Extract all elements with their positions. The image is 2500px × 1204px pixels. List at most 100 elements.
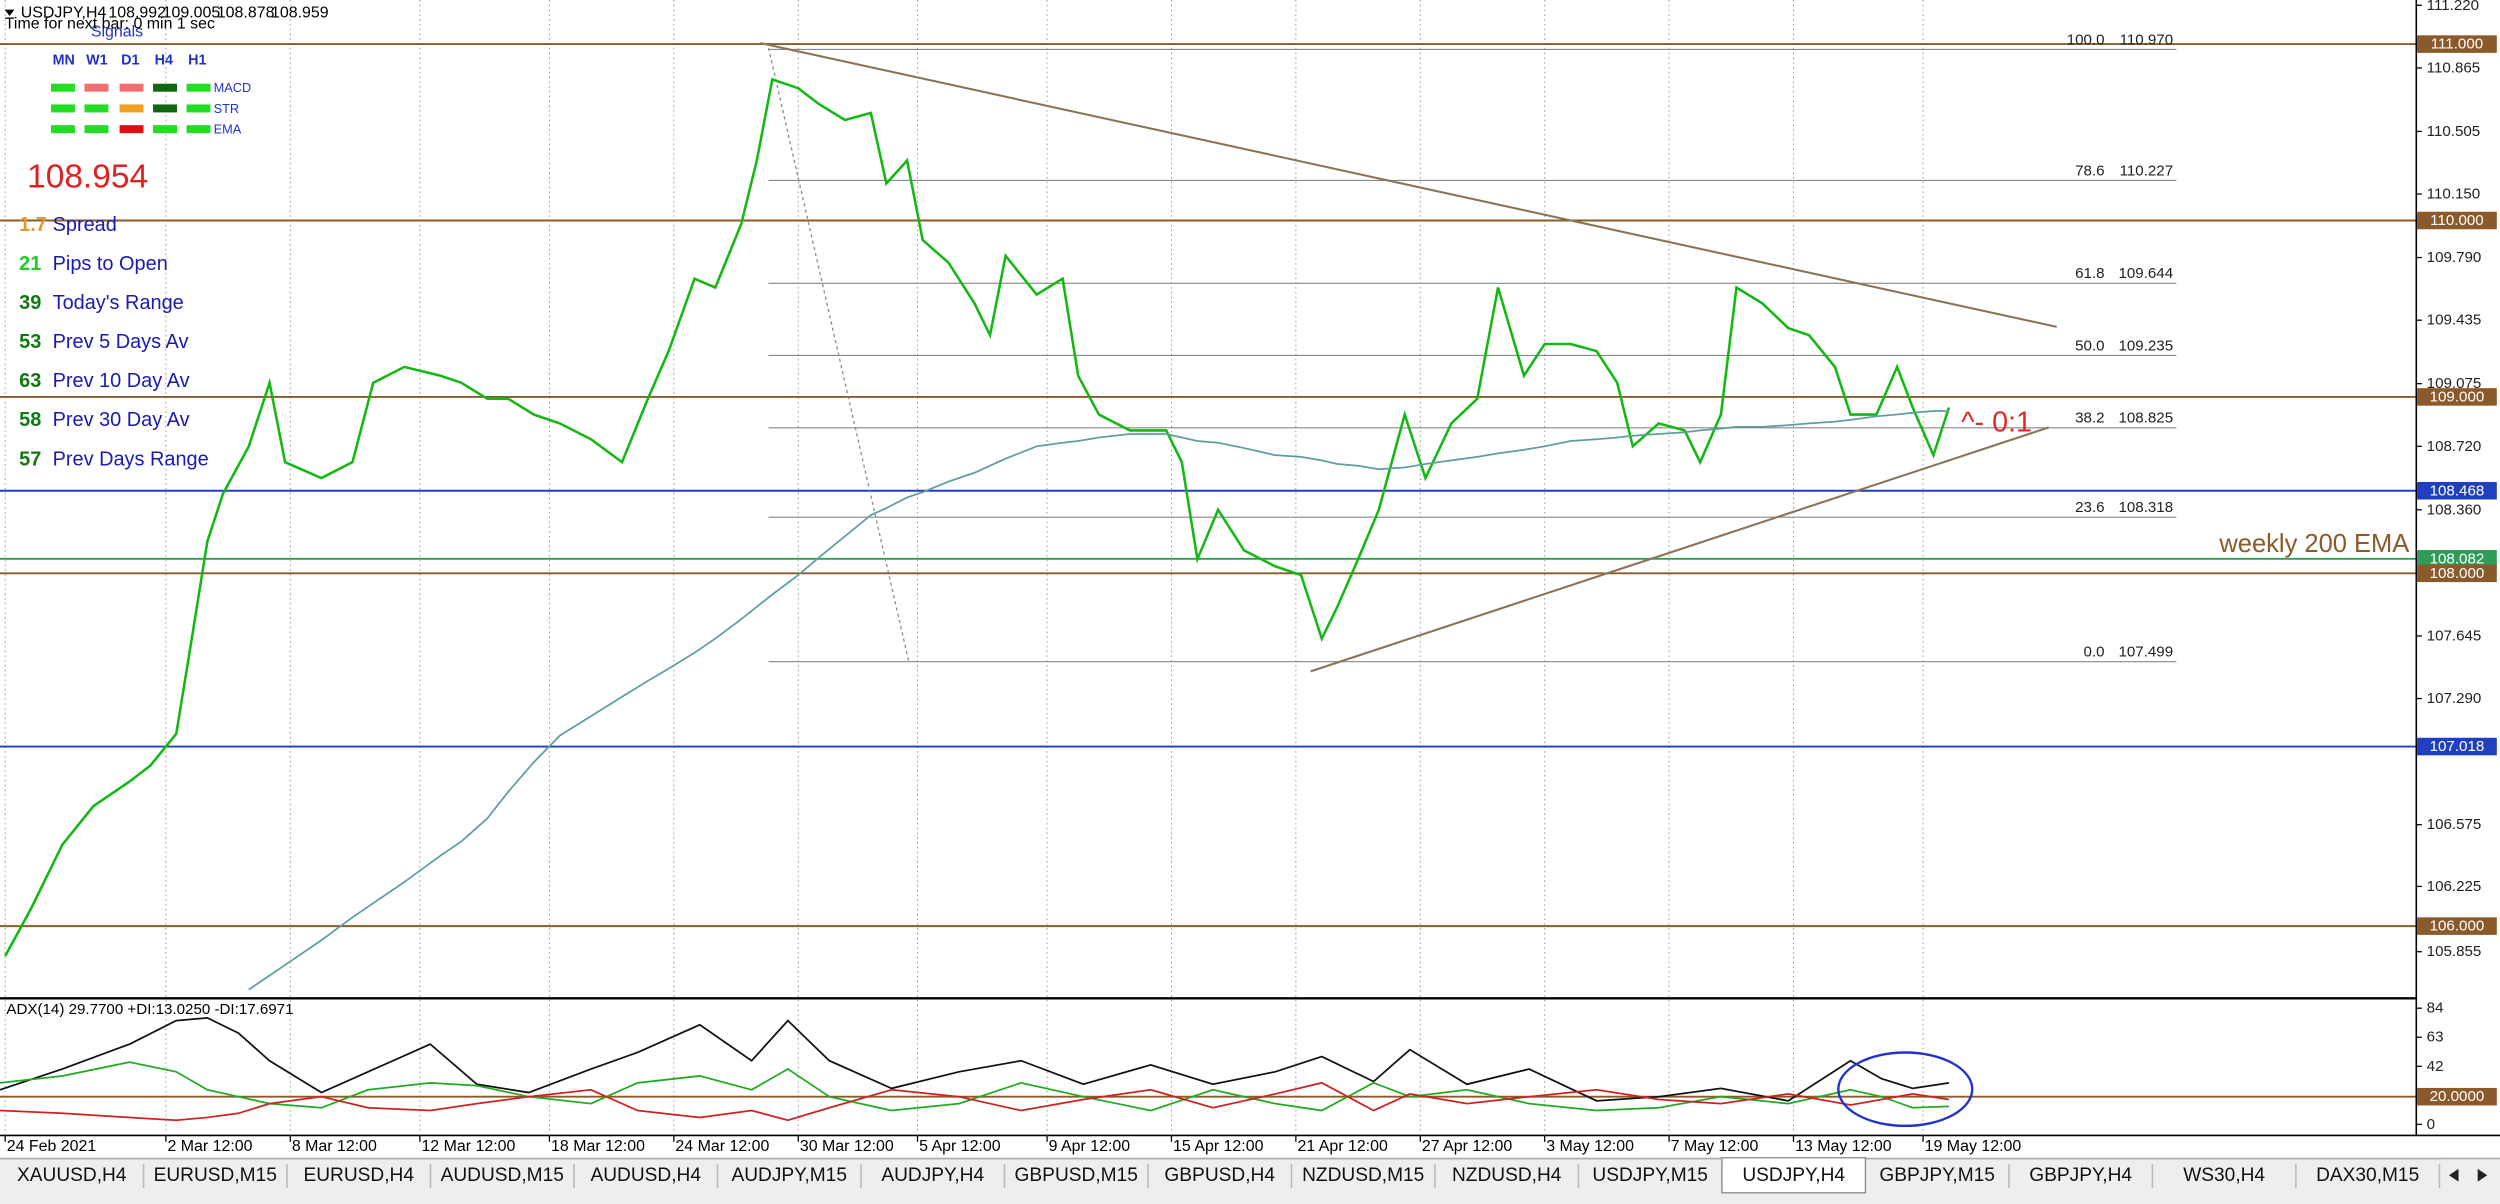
x-tick-label: 24 Feb 2021 [7,1138,97,1155]
tab[interactable]: GBPJPY,M15 [1879,1165,1995,1186]
tab[interactable]: USDJPY,M15 [1592,1165,1708,1186]
annotation: ^- 0:1 [1961,407,2032,439]
stat-label: Prev 5 Days Av [53,331,189,353]
tab[interactable]: WS30,H4 [2183,1165,2265,1186]
tab[interactable]: GBPJPY,H4 [2029,1165,2132,1186]
close: 108.959 [271,4,329,21]
y-tick-label: 63 [2427,1029,2444,1046]
signal-cell [119,125,144,134]
signal-cell [51,125,75,134]
fib-ratio: 0.0 [2084,644,2105,661]
fib-price: 108.825 [2118,410,2173,427]
level-label: 107.018 [2430,738,2485,755]
fib-ratio: 50.0 [2075,337,2104,354]
tab-scroll-right[interactable] [2477,1168,2488,1182]
level-label: 108.000 [2430,565,2485,582]
symbol: USDJPY,H4 [21,4,107,21]
signal-cell [51,83,75,92]
x-tick-label: 8 Mar 12:00 [292,1138,377,1155]
tab[interactable]: GBPUSD,M15 [1015,1165,1138,1186]
tab[interactable]: USDJPY,H4 [1742,1165,1845,1186]
x-tick-label: 30 Mar 12:00 [800,1138,894,1155]
highlight-ellipse [1837,1051,1974,1128]
bar-timer: Time for next bar: 0 min 1 sec [5,15,215,32]
level-label: 111.000 [2431,36,2483,53]
level-label: 108.468 [2430,482,2485,499]
stat-value: 53 [19,331,41,353]
tab-bar-bg [0,1157,2500,1204]
stat-label: Prev Days Range [53,448,209,470]
timeframe: H4 [155,53,173,69]
tab-active[interactable] [1721,1157,1867,1194]
stat-value: 57 [19,448,41,470]
tab[interactable]: AUDUSD,M15 [441,1165,564,1186]
timeframe: H1 [188,53,206,69]
stat-value: 1.7 [19,214,47,236]
y-tick-label: 106.575 [2427,816,2482,833]
tab[interactable]: NZDUSD,M15 [1302,1165,1424,1186]
fib-baseline [767,47,910,662]
fib-price: 108.318 [2118,499,2173,516]
signals-panel: MN W1 D1 H4 H1 MACD STR EMA [51,53,251,137]
tab[interactable]: NZDUSD,H4 [1452,1165,1562,1186]
fib-ratio: 61.8 [2075,265,2104,282]
signals-title: Signals [91,23,143,40]
tab[interactable]: EURUSD,H4 [303,1165,414,1186]
stat-value: 21 [19,253,41,275]
x-tick-label: 24 Mar 12:00 [675,1138,769,1155]
series-line [0,1081,1950,1122]
level-label: 20.0000 [2430,1088,2485,1105]
level-label: 108.082 [2430,550,2485,567]
x-tick-label: 15 Apr 12:00 [1173,1138,1264,1155]
timeframe: MN [53,53,75,69]
y-tick-label: 110.865 [2427,59,2481,76]
series-line [4,77,1951,957]
adx-title: ADX(14) 29.7700 +DI:13.0250 -DI:17.6971 [6,1001,293,1018]
level-label: 106.000 [2430,918,2485,935]
signal-cell [84,83,109,92]
level-label: 110.000 [2430,212,2484,229]
menu-arrow[interactable] [4,9,15,16]
stat-label: Pips to Open [53,253,168,275]
tab[interactable]: DAX30,M15 [2316,1165,2419,1186]
tab-scroll-left[interactable] [2448,1168,2459,1182]
y-tick-label: 110.150 [2427,186,2481,203]
fib-ratio: 100.0 [2067,31,2105,48]
adx-panel: ADX(14) 29.7700 +DI:13.0250 -DI:17.6971 [0,1001,1950,1122]
tab[interactable]: GBPUSD,H4 [1164,1165,1275,1186]
x-tick-label: 7 May 12:00 [1671,1138,1759,1155]
y-tick-label: 107.290 [2427,690,2482,707]
level-label: 109.000 [2430,388,2485,405]
level-box [2417,481,2497,500]
y-tick-label: 0 [2427,1116,2435,1133]
y-tick-label: 105.855 [2427,943,2482,960]
signal-cell [84,125,109,134]
bid-price: 108.954 [27,159,148,196]
y-tick-label: 108.720 [2427,438,2482,455]
trendline [760,42,2057,328]
fib-price: 110.227 [2120,162,2174,179]
tab[interactable]: AUDJPY,M15 [731,1165,847,1186]
tab[interactable]: XAUUSD,H4 [17,1165,127,1186]
level-box [2417,564,2497,583]
level-box [2417,737,2497,756]
y-tick-label: 111.220 [2427,0,2479,14]
x-tick-label: 5 Apr 12:00 [919,1138,1001,1155]
signal-name: STR [214,101,239,116]
tab[interactable]: EURUSD,M15 [154,1165,277,1186]
y-tick-label: 42 [2427,1058,2444,1075]
fib-ratio: 23.6 [2075,499,2104,516]
tab[interactable]: AUDUSD,H4 [590,1165,701,1186]
tab-bar: XAUUSD,H4 EURUSD,M15 EURUSD,H4 AUDUSD,M15 AU… [0,1157,2500,1204]
tab[interactable]: AUDJPY,H4 [881,1165,984,1186]
y-tick-label: 106.225 [2427,878,2482,895]
x-tick-label: 13 May 12:00 [1795,1138,1892,1155]
high: 109.005 [163,4,221,21]
signal-name: EMA [214,122,242,137]
stat-label: Spread [53,214,117,236]
y-tick-label: 108.360 [2427,501,2482,518]
stat-value: 58 [19,409,41,431]
x-tick-label: 9 Apr 12:00 [1049,1138,1131,1155]
